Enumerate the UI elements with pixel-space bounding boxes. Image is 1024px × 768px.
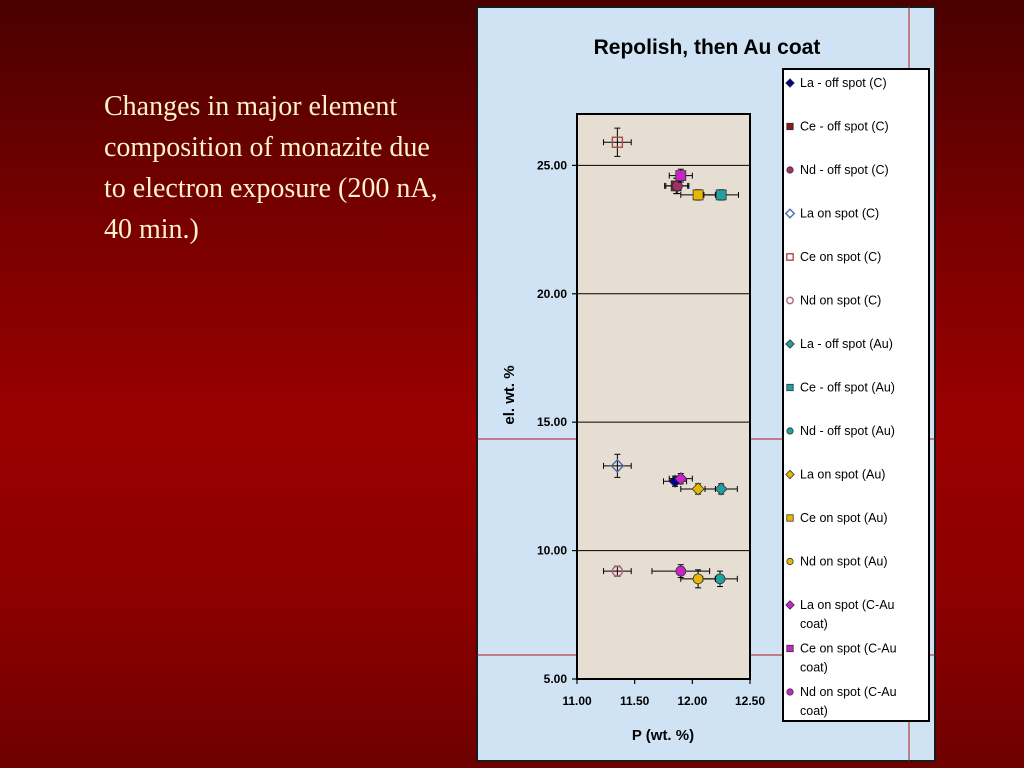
legend-entry: Ce on spot (C) [786, 250, 881, 264]
legend-entry: Ce on spot (C-Au coat) [786, 642, 897, 675]
legend-marker [785, 600, 795, 610]
legend-label: Ce - off spot (C) [800, 120, 889, 134]
legend-label: Nd on spot (C) [800, 294, 881, 308]
data-point [675, 565, 687, 577]
legend-entry: Nd - off spot (C) [786, 163, 889, 177]
plot-area [576, 113, 751, 680]
x-tick-label: 12.50 [735, 694, 765, 708]
data-point [611, 136, 624, 148]
legend-marker [786, 253, 794, 261]
legend-marker [786, 644, 794, 653]
legend-marker [784, 208, 796, 219]
slide-caption: Changes in major element composition of … [104, 91, 438, 245]
chart-title: Repolish, then Au coat [594, 36, 821, 59]
data-point [610, 458, 625, 473]
error-bar [603, 453, 632, 478]
data-point [715, 189, 727, 201]
legend-marker [786, 427, 794, 435]
legend-label: La - off spot (C) [800, 76, 887, 90]
legend-entry: La on spot (C-Au coat) [785, 598, 895, 631]
x-tick-label: 12.00 [677, 694, 707, 708]
data-point [674, 472, 688, 486]
x-tick-label: 11.00 [562, 694, 592, 708]
data-point [611, 565, 624, 577]
legend-entry: Nd on spot (C-Au coat) [786, 685, 897, 718]
legend-label: La - off spot (Au) [800, 337, 893, 351]
legend-entry: Ce on spot (Au) [786, 511, 888, 525]
legend-label: La on spot (C) [800, 207, 879, 221]
legend-label: Ce on spot (Au) [800, 511, 888, 525]
data-point [691, 482, 705, 496]
legend-entry: La on spot (C) [784, 207, 879, 221]
y-tick-label: 25.00 [537, 158, 567, 172]
legend-entry: Ce - off spot (Au) [786, 381, 895, 395]
legend-label: La on spot (Au) [800, 468, 885, 482]
data-point [692, 189, 704, 201]
legend-label: Ce on spot (C) [800, 250, 881, 264]
legend-entry: Nd on spot (Au) [786, 555, 888, 569]
legend-marker [786, 296, 794, 305]
y-axis-label: el. wt. % [501, 365, 518, 424]
legend-label: Nd on spot (C-Au coat) [800, 685, 897, 718]
legend-marker [786, 383, 794, 392]
legend-marker [786, 122, 794, 131]
legend-marker [786, 557, 794, 566]
legend-entry: La - off spot (Au) [785, 337, 893, 351]
x-tick-label: 11.50 [620, 694, 650, 708]
error-bar [603, 127, 632, 157]
y-tick-label: 20.00 [537, 287, 567, 301]
data-point [714, 573, 726, 585]
legend-marker [785, 469, 795, 480]
data-point [714, 482, 728, 496]
legend-label: Ce on spot (C-Au coat) [800, 642, 897, 675]
legend-marker [785, 339, 795, 349]
legend-marker [785, 78, 795, 88]
y-tick-label: 5.00 [544, 672, 568, 686]
y-tick-label: 10.00 [537, 544, 567, 558]
legend-label: Ce - off spot (Au) [800, 381, 895, 395]
legend-box [782, 68, 930, 722]
y-tick-label: 15.00 [537, 415, 567, 429]
legend-marker [786, 514, 794, 522]
legend-entry: Nd on spot (C) [786, 294, 881, 308]
data-point [692, 573, 704, 585]
legend-entry: Ce - off spot (C) [786, 120, 889, 134]
data-point [675, 170, 687, 182]
legend-entry: La - off spot (C) [785, 76, 887, 90]
legend-marker [786, 688, 794, 696]
legend-label: Nd - off spot (Au) [800, 424, 895, 438]
legend-entry: La on spot (Au) [785, 468, 885, 482]
legend-label: Nd - off spot (C) [800, 163, 889, 177]
legend-label: La on spot (C-Au coat) [800, 598, 895, 631]
legend-label: Nd on spot (Au) [800, 555, 888, 569]
x-axis-label: P (wt. %) [632, 727, 694, 744]
legend-marker [786, 166, 794, 174]
legend-entry: Nd - off spot (Au) [786, 424, 895, 438]
